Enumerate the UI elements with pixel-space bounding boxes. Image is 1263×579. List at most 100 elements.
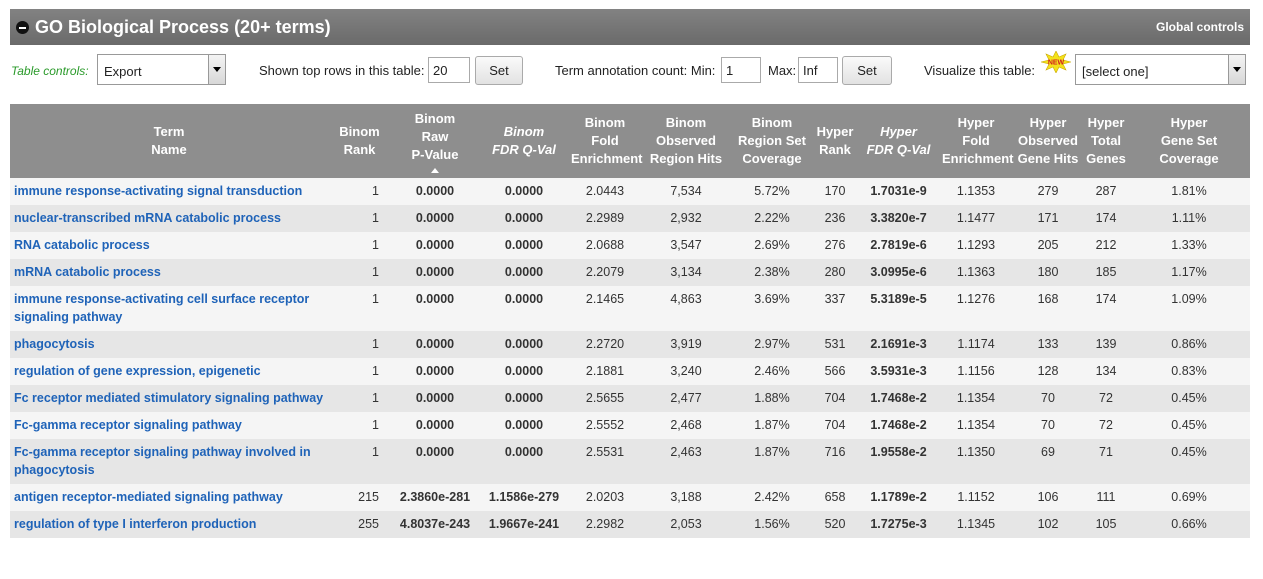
column-header[interactable]: Hyper FDR Q-Val (857, 104, 940, 178)
chevron-down-icon[interactable] (1228, 55, 1245, 84)
hyper-fdr-cell: 2.1691e-3 (857, 331, 940, 358)
column-header-label: Gene Hits (1017, 151, 1079, 166)
term-link[interactable]: RNA catabolic process (14, 238, 150, 252)
column-header[interactable]: Hyper Observed Gene Hits (1012, 104, 1084, 178)
column-header-label: Enrichment (942, 151, 1014, 166)
column-header[interactable]: Term Name (10, 104, 328, 178)
hyper-fold-cell: 1.1354 (940, 385, 1012, 412)
shown-rows-input[interactable]: 20 (428, 57, 470, 83)
column-header[interactable]: Binom FDR Q-Val (479, 104, 569, 178)
binom-fdr-cell: 0.0000 (479, 205, 569, 232)
binom-hits-cell: 3,188 (641, 484, 731, 511)
term-link[interactable]: regulation of type I interferon producti… (14, 517, 257, 531)
set-rows-button[interactable]: Set (475, 56, 523, 85)
binom-p-cell: 0.0000 (391, 232, 479, 259)
table-row: Fc-gamma receptor signaling pathway invo… (10, 439, 1250, 484)
term-link[interactable]: Fc receptor mediated stimulatory signali… (14, 391, 324, 405)
column-header[interactable]: Binom Rank (328, 104, 391, 178)
column-header-label: Binom (584, 115, 626, 130)
term-cell: mRNA catabolic process (10, 259, 328, 286)
visualize-select[interactable]: [select one] (1075, 54, 1246, 85)
hyper-fdr-cell: 1.9558e-2 (857, 439, 940, 484)
binom-fdr-cell: 0.0000 (479, 232, 569, 259)
binom-p-cell: 4.8037e-243 (391, 511, 479, 538)
hyper-cov-cell: 0.66% (1128, 511, 1250, 538)
column-header[interactable]: Binom Fold Enrichment (569, 104, 643, 178)
column-header[interactable]: Hyper Gene Set Coverage (1128, 104, 1250, 178)
column-header[interactable]: Hyper Total Genes (1084, 104, 1128, 178)
min-count-input[interactable]: 1 (721, 57, 761, 83)
hyper-fdr-cell: 1.7468e-2 (857, 412, 940, 439)
column-header-label: Hyper (816, 124, 854, 139)
term-link[interactable]: Fc-gamma receptor signaling pathway invo… (14, 445, 311, 477)
term-link[interactable]: phagocytosis (14, 337, 95, 351)
term-link[interactable]: immune response-activating cell surface … (14, 292, 310, 324)
column-header[interactable]: Binom Observed Region Hits (641, 104, 731, 178)
sort-indicator (393, 164, 477, 173)
binom-hits-cell: 3,240 (641, 358, 731, 385)
collapse-icon[interactable] (16, 20, 29, 34)
hyper-fdr-cell: 5.3189e-5 (857, 286, 940, 331)
global-controls-link[interactable]: Global controls (1155, 20, 1244, 34)
hyper-rank-cell: 280 (813, 259, 857, 286)
hyper-cov-cell: 1.81% (1128, 178, 1250, 205)
binom-cov-cell: 1.87% (731, 439, 813, 484)
term-cell: phagocytosis (10, 331, 328, 358)
table-row: Fc-gamma receptor signaling pathway 1 0.00… (10, 412, 1250, 439)
table-row: regulation of gene expression, epigeneti… (10, 358, 1250, 385)
term-link[interactable]: regulation of gene expression, epigeneti… (14, 364, 261, 378)
term-link[interactable]: nuclear-transcribed mRNA catabolic proce… (14, 211, 281, 225)
table-controls-label: Table controls: (11, 64, 89, 78)
visualize-select-value: [select one] (1082, 64, 1149, 79)
term-link[interactable]: immune response-activating signal transd… (14, 184, 303, 198)
max-count-input[interactable]: Inf (798, 57, 838, 83)
column-header-label: Hyper (1170, 115, 1208, 130)
hyper-total-cell: 134 (1084, 358, 1128, 385)
column-header[interactable]: Binom Raw P-Value (391, 104, 479, 178)
set-count-button[interactable]: Set (842, 56, 892, 85)
binom-rank-cell: 1 (328, 286, 391, 331)
hyper-fold-cell: 1.1276 (940, 286, 1012, 331)
table-row: regulation of type I interferon producti… (10, 511, 1250, 538)
column-header-label: Region Hits (649, 151, 723, 166)
hyper-total-cell: 111 (1084, 484, 1128, 511)
chevron-down-icon[interactable] (208, 55, 225, 84)
hyper-fold-cell: 1.1353 (940, 178, 1012, 205)
new-badge-icon: NEW (1041, 51, 1071, 73)
hyper-fold-cell: 1.1174 (940, 331, 1012, 358)
column-header[interactable]: Hyper Rank (813, 104, 857, 178)
column-header-label: Observed (656, 133, 716, 148)
term-link[interactable]: mRNA catabolic process (14, 265, 161, 279)
term-link[interactable]: antigen receptor-mediated signaling path… (14, 490, 283, 504)
binom-p-cell: 0.0000 (391, 385, 479, 412)
column-header-label: Gene Set (1160, 133, 1218, 148)
hyper-cov-cell: 0.45% (1128, 385, 1250, 412)
column-header-label: P-Value (411, 146, 459, 162)
column-header[interactable]: Hyper Fold Enrichment (940, 104, 1014, 178)
hyper-cov-cell: 1.17% (1128, 259, 1250, 286)
term-cell: Fc receptor mediated stimulatory signali… (10, 385, 328, 412)
binom-rank-cell: 215 (328, 484, 391, 511)
export-select[interactable]: Export (97, 54, 226, 85)
hyper-cov-cell: 0.45% (1128, 439, 1250, 484)
column-header-label: FDR Q-Val (866, 142, 931, 157)
hyper-rank-cell: 658 (813, 484, 857, 511)
table-row: Fc receptor mediated stimulatory signali… (10, 385, 1250, 412)
binom-hits-cell: 3,134 (641, 259, 731, 286)
hyper-hits-cell: 128 (1012, 358, 1084, 385)
column-header[interactable]: Binom Region Set Coverage (731, 104, 813, 178)
binom-p-cell: 2.3860e-281 (391, 484, 479, 511)
hyper-total-cell: 287 (1084, 178, 1128, 205)
column-header-label: Region Set (738, 133, 806, 148)
binom-hits-cell: 2,463 (641, 439, 731, 484)
binom-fdr-cell: 0.0000 (479, 439, 569, 484)
column-header-label: Coverage (1159, 151, 1219, 166)
column-header-label: Rank (819, 142, 851, 157)
hyper-hits-cell: 70 (1012, 412, 1084, 439)
column-header-label: Total (1090, 133, 1122, 148)
binom-hits-cell: 3,547 (641, 232, 731, 259)
binom-p-cell: 0.0000 (391, 439, 479, 484)
term-link[interactable]: Fc-gamma receptor signaling pathway (14, 418, 242, 432)
binom-p-cell: 0.0000 (391, 331, 479, 358)
hyper-total-cell: 71 (1084, 439, 1128, 484)
